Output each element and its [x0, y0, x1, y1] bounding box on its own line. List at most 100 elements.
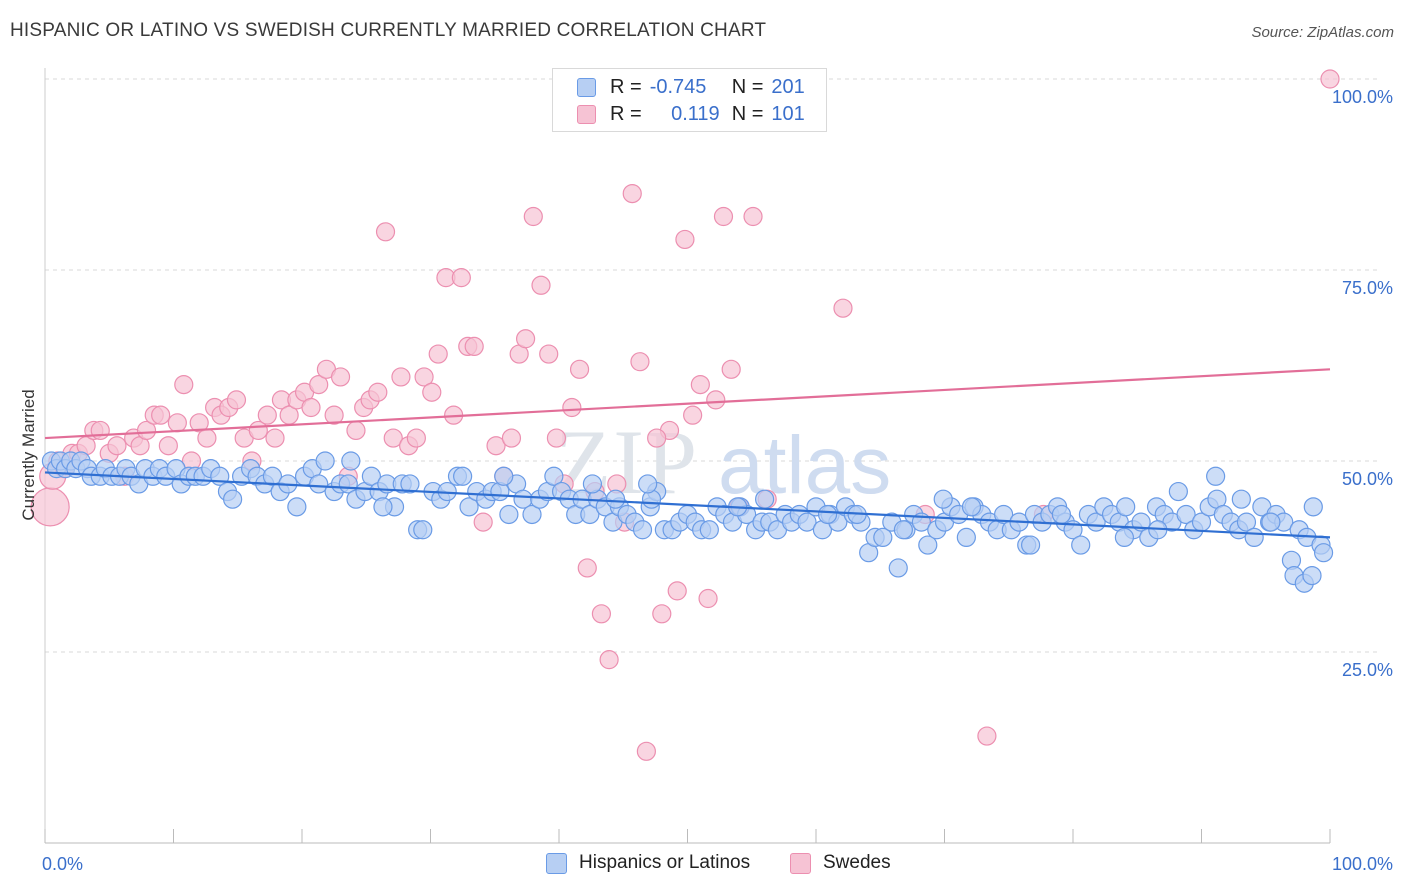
- swedes-point: [486, 436, 506, 456]
- hispanics-point: [361, 466, 381, 486]
- watermark: ZIP atlas: [555, 411, 891, 513]
- hispanics-point: [632, 520, 653, 540]
- hispanics-point: [309, 474, 329, 494]
- hispanics-point: [494, 466, 514, 486]
- hispanics-point: [315, 451, 335, 471]
- swedes-point: [698, 588, 718, 609]
- swedes-point: [391, 367, 411, 387]
- hispanics-point: [754, 489, 775, 509]
- swedes-point: [622, 184, 642, 204]
- hispanics-point: [638, 474, 658, 494]
- swedes-point: [330, 367, 351, 387]
- swedes-point: [151, 405, 171, 425]
- swedes-point: [713, 206, 734, 227]
- swedes-point: [346, 420, 366, 441]
- hispanics-point: [223, 489, 243, 509]
- hispanics-point: [933, 489, 953, 509]
- hispanics-point: [373, 497, 393, 517]
- hispanics-point: [1071, 535, 1091, 555]
- hispanics-point: [918, 535, 938, 555]
- swedes-point: [451, 268, 471, 288]
- hispanics-point: [413, 520, 433, 540]
- hispanics-point: [605, 489, 626, 509]
- hispanics-point: [956, 527, 976, 548]
- hispanics-point: [262, 466, 283, 486]
- hispanics-point: [873, 527, 893, 548]
- hispanics-point: [1313, 543, 1334, 563]
- hispanics-point: [1236, 512, 1257, 532]
- swedes-point: [90, 420, 110, 441]
- hispanics-point: [893, 520, 913, 540]
- swedes-point: [383, 428, 403, 448]
- swedes-point: [136, 420, 157, 441]
- swedes-point: [675, 229, 695, 250]
- n-value: 201: [771, 75, 805, 98]
- swedes-point: [414, 367, 434, 387]
- r-label: R =: [610, 75, 642, 98]
- hispanics-swatch: [546, 852, 567, 874]
- grid-lines: [45, 78, 1380, 653]
- hispanics-point: [1114, 527, 1135, 548]
- trend-lines: [44, 368, 1331, 539]
- swedes-point: [577, 558, 597, 578]
- hispanics-point: [453, 466, 473, 486]
- swedes-point: [368, 382, 388, 402]
- swedes-point: [428, 344, 448, 364]
- swedes-point: [531, 275, 551, 295]
- hispanics-point: [544, 466, 564, 486]
- hispanics-point: [1051, 504, 1072, 525]
- hispanics-point: [1244, 527, 1264, 548]
- legend-row-hispanics: R = -0.745 N = 201: [577, 73, 805, 101]
- legend-item-swedes[interactable]: Swedes: [790, 852, 891, 874]
- hispanics-point: [961, 497, 982, 517]
- hispanics-point: [341, 451, 361, 471]
- hispanics-point: [1231, 489, 1251, 509]
- swedes-point: [636, 741, 656, 761]
- watermark-atlas: atlas: [718, 420, 891, 511]
- hispanics-point: [1116, 497, 1136, 517]
- swedes-point: [546, 428, 567, 448]
- swedes-point: [1320, 69, 1340, 89]
- swedes-point: [690, 375, 710, 395]
- swedes-point: [167, 413, 187, 433]
- hispanics-point: [817, 504, 838, 525]
- x-tick-label: 100.0%: [1332, 854, 1393, 874]
- swedes-point: [977, 726, 997, 746]
- legend-label: Hispanics or Latinos: [579, 852, 751, 873]
- swedes-point: [833, 298, 853, 318]
- y-tick-label: 25.0%: [1342, 660, 1393, 680]
- hispanics-point: [888, 558, 908, 578]
- hispanics-point: [1168, 481, 1188, 502]
- swedes-point: [743, 206, 763, 227]
- swedes-point: [647, 428, 667, 448]
- swedes-point: [257, 405, 277, 425]
- swedes-point: [375, 222, 396, 242]
- hispanics-point: [1302, 565, 1322, 586]
- swedes-point: [562, 397, 582, 418]
- y-axis-label: Currently Married: [19, 389, 38, 520]
- swedes-point: [301, 397, 321, 418]
- hispanics-point: [287, 497, 307, 517]
- swedes-point: [630, 352, 650, 372]
- legend-item-hispanics[interactable]: Hispanics or Latinos: [546, 852, 750, 874]
- swedes-point: [515, 329, 536, 349]
- swedes-point: [706, 390, 726, 410]
- swedes-trend-line: [44, 368, 1331, 440]
- hispanics-point: [1206, 466, 1226, 486]
- swedes-point: [591, 604, 612, 624]
- series-legend: Hispanics or Latinos Swedes: [0, 850, 1406, 880]
- swedes-point: [406, 428, 426, 448]
- swedes-swatch: [577, 104, 596, 124]
- swedes-point: [189, 413, 209, 433]
- n-label: N =: [731, 102, 764, 125]
- hispanics-point: [699, 520, 719, 540]
- swedes-swatch: [790, 852, 811, 874]
- swedes-point: [158, 436, 178, 456]
- hispanics-points: [41, 451, 1334, 593]
- swedes-point: [473, 512, 493, 532]
- hispanics-trend-line: [44, 471, 1331, 539]
- swedes-point: [265, 428, 285, 448]
- n-label: N =: [731, 75, 764, 98]
- swedes-point: [652, 604, 672, 624]
